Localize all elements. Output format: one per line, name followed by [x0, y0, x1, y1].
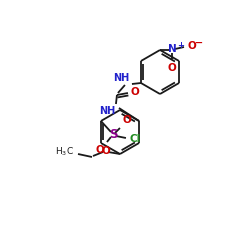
Text: NH: NH — [113, 73, 129, 83]
Text: +: + — [177, 40, 184, 50]
Text: O: O — [123, 115, 132, 125]
Text: O: O — [188, 41, 197, 51]
Text: Cl: Cl — [130, 134, 141, 144]
Text: O: O — [102, 146, 110, 156]
Text: H$_3$C: H$_3$C — [55, 146, 74, 158]
Text: O: O — [131, 87, 140, 97]
Text: S: S — [109, 128, 117, 141]
Text: −: − — [195, 38, 203, 48]
Text: O: O — [95, 145, 104, 155]
Text: O: O — [168, 63, 176, 73]
Text: N: N — [168, 44, 176, 54]
Text: NH: NH — [99, 106, 115, 116]
